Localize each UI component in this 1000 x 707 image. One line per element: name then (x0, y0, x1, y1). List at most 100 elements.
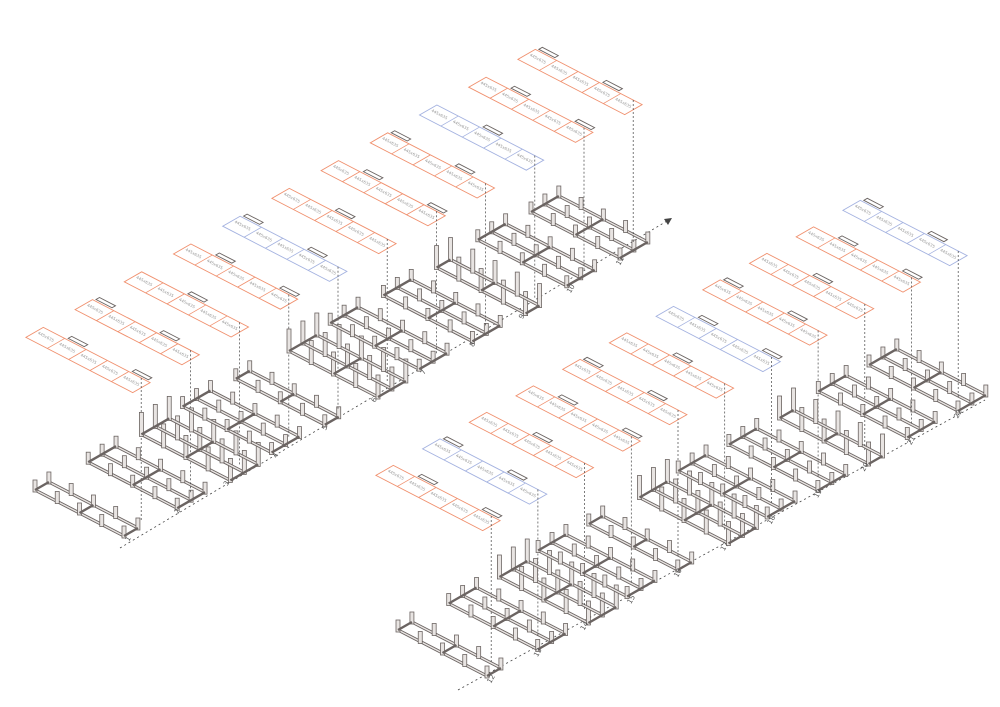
rack-post (121, 525, 127, 539)
panel-outline (320, 160, 447, 227)
panel-cell-divider (723, 290, 742, 302)
rack-crossbar (226, 412, 256, 431)
rack-post (711, 464, 717, 477)
rack-post (880, 346, 886, 360)
panel-cell-divider (838, 248, 857, 260)
rack-post (286, 328, 292, 354)
rack-post (525, 224, 531, 238)
rack-post (297, 426, 302, 440)
rack-crossbar (427, 301, 457, 320)
rack-post (68, 483, 74, 496)
panel-cell-divider (434, 165, 452, 177)
rack-post (194, 388, 199, 402)
rack-post (866, 441, 871, 467)
rack-post (651, 467, 656, 492)
rack-post (518, 600, 524, 613)
rack-post (961, 373, 966, 386)
panel-outline (516, 48, 644, 116)
panel-cell-divider (160, 343, 179, 355)
rack-post (269, 371, 275, 385)
panel-cell-divider (677, 317, 696, 328)
rack-post (183, 434, 189, 460)
panel-cell-divider (209, 315, 228, 327)
panel-cell-divider (194, 254, 213, 266)
panel-cell-divider (117, 321, 136, 333)
rack-post (497, 314, 503, 328)
rack-crossbar (78, 503, 95, 515)
rack-crossbar (525, 304, 541, 315)
rack-crossbar (772, 450, 802, 469)
panel-cell-divider (770, 264, 789, 275)
rack-post (726, 521, 731, 546)
rack-post (386, 327, 392, 341)
rack-crossbar (638, 480, 668, 499)
panel-outline (655, 305, 782, 373)
rack-post (144, 466, 150, 480)
rack-post (300, 402, 305, 416)
rack-post (983, 384, 989, 398)
panel-outline (221, 215, 348, 282)
rack-post (918, 419, 924, 432)
rack-post (202, 481, 208, 495)
rack-post (689, 551, 695, 565)
panel-cell-divider (558, 407, 577, 419)
rack-post (778, 498, 784, 512)
panel-cell-divider (138, 332, 157, 344)
rack-post (580, 563, 585, 576)
panel-cell-divider (145, 282, 164, 294)
rack-post (230, 391, 236, 405)
rack-crossbar (912, 370, 942, 390)
rack-post (174, 497, 180, 511)
rack-post (483, 322, 489, 336)
panel-cell-divider (166, 293, 185, 305)
rack-post (497, 240, 503, 254)
rack-post (327, 312, 333, 326)
panel-cell-divider (605, 381, 624, 392)
panel-tray (95, 296, 117, 309)
panel-cell-divider (455, 176, 474, 188)
rack-post (549, 532, 555, 545)
rack-post (740, 426, 746, 439)
station-number-label: 12 (486, 673, 497, 685)
rack-crossbar (728, 427, 758, 446)
rack-post (549, 631, 555, 644)
rack-post (322, 332, 328, 357)
panel-tray (334, 207, 356, 220)
rack-crossbar (537, 533, 567, 552)
rack-post (571, 543, 577, 557)
panel-tray (697, 314, 719, 327)
rack-post (563, 623, 568, 636)
rack-post (99, 443, 105, 457)
rack-crossbar (132, 468, 162, 487)
panel-tray (442, 436, 464, 448)
rack-post (478, 268, 484, 294)
rack-post (675, 460, 681, 474)
panel-outline (795, 226, 922, 293)
station-number-label: 7 (419, 368, 428, 376)
rack-crossbar (34, 480, 50, 492)
rack-post (255, 441, 261, 467)
rack-post (470, 248, 476, 274)
rack-post (504, 608, 510, 621)
rack-crossbar (332, 356, 362, 376)
panel-cell-divider (694, 376, 713, 388)
station-number-label: 8 (468, 340, 477, 348)
panel-tray (159, 330, 181, 342)
rack-post (852, 384, 857, 398)
rack-crossbar (862, 397, 892, 416)
rack-post (189, 407, 194, 433)
rack-post (430, 350, 436, 364)
panel-tray (786, 310, 809, 322)
rack-post (563, 589, 569, 614)
rack-post (631, 239, 637, 253)
station-number-label: 14 (579, 620, 591, 632)
rack-post (815, 381, 821, 394)
rack-post (353, 363, 359, 388)
